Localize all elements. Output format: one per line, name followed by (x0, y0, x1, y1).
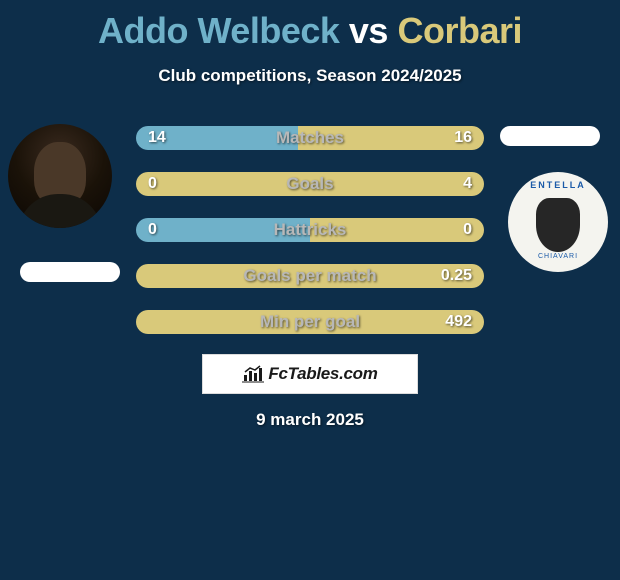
page-title: Addo Welbeck vs Corbari (0, 0, 620, 52)
stat-name: Hattricks (136, 218, 484, 242)
subtitle: Club competitions, Season 2024/2025 (0, 66, 620, 86)
stat-right-value: 16 (454, 126, 472, 150)
title-player1: Addo Welbeck (98, 10, 339, 51)
stat-row: Goals per match0.25 (136, 264, 484, 288)
player1-photo (8, 124, 112, 228)
player2-club-badge: ENTELLA CHIAVARI (508, 172, 608, 272)
chart-icon (242, 365, 264, 383)
stat-right-value: 4 (463, 172, 472, 196)
stat-right-value: 492 (445, 310, 472, 334)
stat-right-value: 0.25 (441, 264, 472, 288)
stat-row: 0Goals4 (136, 172, 484, 196)
club-crest-icon (536, 198, 580, 252)
brand-box: FcTables.com (202, 354, 418, 394)
title-vs: vs (349, 10, 388, 51)
stat-name: Goals per match (136, 264, 484, 288)
brand-name: FcTables.com (268, 364, 377, 384)
title-player2: Corbari (397, 10, 522, 51)
player2-flag (500, 126, 600, 146)
stat-row: 14Matches16 (136, 126, 484, 150)
club-name-top: ENTELLA (530, 180, 586, 190)
stat-right-value: 0 (463, 218, 472, 242)
player1-flag (20, 262, 120, 282)
stat-row: 0Hattricks0 (136, 218, 484, 242)
comparison-bars: 14Matches160Goals40Hattricks0Goals per m… (136, 126, 484, 356)
date-line: 9 march 2025 (0, 410, 620, 430)
stat-name: Goals (136, 172, 484, 196)
stat-row: Min per goal492 (136, 310, 484, 334)
stat-name: Matches (136, 126, 484, 150)
stat-name: Min per goal (136, 310, 484, 334)
club-name-bottom: CHIAVARI (538, 253, 578, 260)
